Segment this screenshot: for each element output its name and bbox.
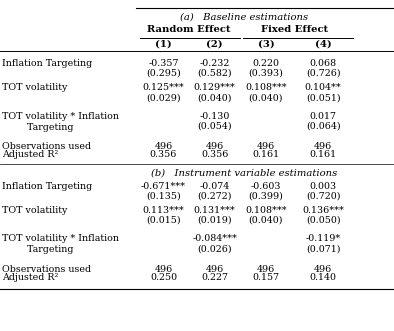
Text: -0.671***: -0.671***: [141, 181, 186, 191]
Text: Targeting: Targeting: [18, 245, 73, 255]
Text: (0.015): (0.015): [146, 215, 181, 225]
Text: TOT volatility: TOT volatility: [2, 206, 67, 215]
Text: (2): (2): [206, 39, 223, 48]
Text: 0.356: 0.356: [201, 150, 229, 159]
Text: (0.051): (0.051): [306, 93, 340, 102]
Text: Targeting: Targeting: [18, 123, 73, 132]
Text: Observations used: Observations used: [2, 265, 91, 274]
Text: 0.104**: 0.104**: [305, 83, 342, 92]
Text: 0.003: 0.003: [310, 181, 336, 191]
Text: Observations used: Observations used: [2, 142, 91, 151]
Text: 0.125***: 0.125***: [143, 83, 184, 92]
Text: (0.295): (0.295): [146, 69, 181, 78]
Text: 496: 496: [314, 265, 332, 274]
Text: (0.272): (0.272): [197, 191, 232, 201]
Text: (0.040): (0.040): [197, 93, 232, 102]
Text: -0.074: -0.074: [200, 181, 230, 191]
Text: 0.017: 0.017: [310, 112, 336, 121]
Text: (3): (3): [258, 39, 274, 48]
Text: (1): (1): [155, 39, 172, 48]
Text: 496: 496: [257, 265, 275, 274]
Text: 0.161: 0.161: [253, 150, 279, 159]
Text: -0.232: -0.232: [199, 59, 230, 68]
Text: (0.582): (0.582): [197, 69, 232, 78]
Text: (0.393): (0.393): [249, 69, 283, 78]
Text: (4): (4): [315, 39, 331, 48]
Text: 496: 496: [154, 142, 173, 151]
Text: 496: 496: [257, 142, 275, 151]
Text: 0.113***: 0.113***: [143, 206, 184, 215]
Text: (0.040): (0.040): [249, 215, 283, 225]
Text: 0.131***: 0.131***: [194, 206, 236, 215]
Text: (b)   Instrument variable estimations: (b) Instrument variable estimations: [151, 168, 337, 177]
Text: 0.129***: 0.129***: [194, 83, 236, 92]
Text: -0.084***: -0.084***: [192, 234, 237, 244]
Text: (0.050): (0.050): [306, 215, 340, 225]
Text: 0.220: 0.220: [253, 59, 279, 68]
Text: (0.720): (0.720): [306, 191, 340, 201]
Text: 0.108***: 0.108***: [245, 206, 287, 215]
Text: Random Effect: Random Effect: [147, 24, 231, 34]
Text: (0.054): (0.054): [197, 122, 232, 131]
Text: Adjusted R²: Adjusted R²: [2, 273, 58, 282]
Text: TOT volatility: TOT volatility: [2, 83, 67, 92]
Text: -0.603: -0.603: [251, 181, 281, 191]
Text: (0.064): (0.064): [306, 122, 340, 131]
Text: 496: 496: [206, 142, 224, 151]
Text: 0.136***: 0.136***: [302, 206, 344, 215]
Text: (0.399): (0.399): [249, 191, 283, 201]
Text: (0.029): (0.029): [146, 93, 181, 102]
Text: 496: 496: [154, 265, 173, 274]
Text: 0.108***: 0.108***: [245, 83, 287, 92]
Text: 0.250: 0.250: [150, 273, 177, 282]
Text: 0.161: 0.161: [310, 150, 336, 159]
Text: TOT volatility * Inflation: TOT volatility * Inflation: [2, 234, 119, 244]
Text: (a)   Baseline estimations: (a) Baseline estimations: [180, 12, 309, 21]
Text: (0.726): (0.726): [306, 69, 340, 78]
Text: -0.119*: -0.119*: [305, 234, 341, 244]
Text: TOT volatility * Inflation: TOT volatility * Inflation: [2, 112, 119, 121]
Text: (0.019): (0.019): [197, 215, 232, 225]
Text: -0.130: -0.130: [199, 112, 230, 121]
Text: Adjusted R²: Adjusted R²: [2, 150, 58, 159]
Text: (0.040): (0.040): [249, 93, 283, 102]
Text: 0.140: 0.140: [310, 273, 336, 282]
Text: 496: 496: [206, 265, 224, 274]
Text: (0.135): (0.135): [146, 191, 181, 201]
Text: Inflation Targeting: Inflation Targeting: [2, 181, 92, 191]
Text: -0.357: -0.357: [148, 59, 179, 68]
Text: 496: 496: [314, 142, 332, 151]
Text: 0.227: 0.227: [201, 273, 228, 282]
Text: (0.026): (0.026): [197, 244, 232, 254]
Text: (0.071): (0.071): [306, 244, 340, 254]
Text: 0.068: 0.068: [310, 59, 336, 68]
Text: 0.356: 0.356: [150, 150, 177, 159]
Text: Inflation Targeting: Inflation Targeting: [2, 59, 92, 68]
Text: Fixed Effect: Fixed Effect: [261, 24, 328, 34]
Text: 0.157: 0.157: [253, 273, 279, 282]
